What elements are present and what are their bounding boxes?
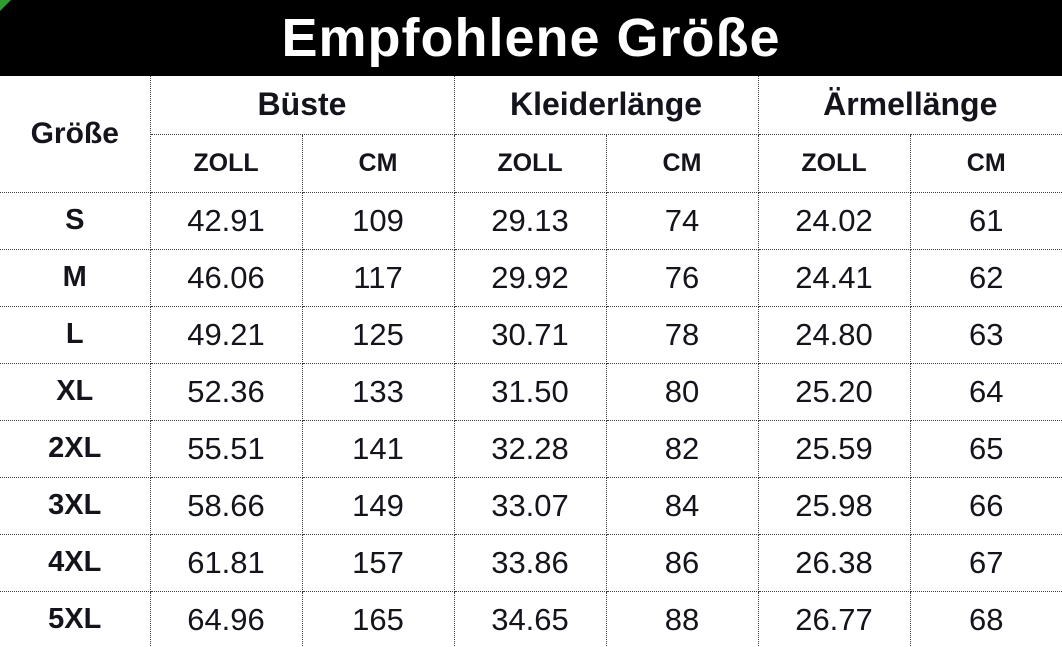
cell-value: 31.50 (453, 362, 607, 421)
cell-value: 61 (909, 191, 1062, 250)
unit-header-sleeve-inch: ZOLL (757, 133, 911, 193)
table-row: 4XL 61.81 157 33.86 86 26.38 67 (0, 533, 1062, 592)
table-row: XL 52.36 133 31.50 80 25.20 64 (0, 362, 1062, 421)
cell-value: 55.51 (149, 419, 303, 478)
cell-value: 66 (909, 476, 1062, 535)
unit-header-bust-cm: CM (301, 133, 455, 193)
cell-value: 64.96 (149, 590, 303, 647)
cell-value: 61.81 (149, 533, 303, 592)
size-label: 4XL (0, 533, 151, 592)
size-label: L (0, 305, 151, 364)
table-group-header-row: Größe Büste Kleiderlänge Ärmellänge (0, 75, 1062, 193)
unit-header-dress-inch: ZOLL (453, 133, 607, 193)
cell-value: 26.38 (757, 533, 911, 592)
table-unit-header-row: ZOLL CM ZOLL CM ZOLL CM (0, 133, 1062, 193)
cell-value: 42.91 (149, 191, 303, 250)
cell-value: 133 (301, 362, 455, 421)
cell-value: 80 (605, 362, 759, 421)
cell-value: 88 (605, 590, 759, 647)
cell-value: 68 (909, 590, 1062, 647)
cell-value: 24.41 (757, 248, 911, 307)
cell-value: 58.66 (149, 476, 303, 535)
cell-value: 82 (605, 419, 759, 478)
cell-value: 25.20 (757, 362, 911, 421)
cell-value: 46.06 (149, 248, 303, 307)
table-row: L 49.21 125 30.71 78 24.80 63 (0, 305, 1062, 364)
cell-value: 33.07 (453, 476, 607, 535)
cell-value: 62 (909, 248, 1062, 307)
page-title: Empfohlene Größe (281, 8, 781, 68)
cell-value: 157 (301, 533, 455, 592)
unit-header-bust-inch: ZOLL (149, 133, 303, 193)
size-label: M (0, 248, 151, 307)
cell-value: 63 (909, 305, 1062, 364)
cell-value: 29.13 (453, 191, 607, 250)
cell-value: 84 (605, 476, 759, 535)
size-label: 5XL (0, 590, 151, 647)
size-label: XL (0, 362, 151, 421)
size-label: S (0, 191, 151, 250)
cell-value: 24.80 (757, 305, 911, 364)
table-row: M 46.06 117 29.92 76 24.41 62 (0, 248, 1062, 307)
cell-value: 52.36 (149, 362, 303, 421)
cell-value: 33.86 (453, 533, 607, 592)
column-group-dress-length: Kleiderlänge (453, 75, 759, 135)
cell-value: 34.65 (453, 590, 607, 647)
cell-value: 29.92 (453, 248, 607, 307)
cell-value: 49.21 (149, 305, 303, 364)
cell-value: 26.77 (757, 590, 911, 647)
table-row: 2XL 55.51 141 32.28 82 25.59 65 (0, 419, 1062, 478)
column-group-bust: Büste (149, 75, 455, 135)
unit-header-dress-cm: CM (605, 133, 759, 193)
table-row: 5XL 64.96 165 34.65 88 26.77 68 (0, 590, 1062, 647)
cell-value: 74 (605, 191, 759, 250)
table-row: S 42.91 109 29.13 74 24.02 61 (0, 191, 1062, 250)
table-row: 3XL 58.66 149 33.07 84 25.98 66 (0, 476, 1062, 535)
cell-value: 30.71 (453, 305, 607, 364)
cell-value: 141 (301, 419, 455, 478)
cell-value: 32.28 (453, 419, 607, 478)
column-header-size: Größe (0, 75, 151, 193)
size-label: 2XL (0, 419, 151, 478)
cell-value: 65 (909, 419, 1062, 478)
column-group-sleeve-length: Ärmellänge (757, 75, 1062, 135)
title-bar: Empfohlene Größe (0, 0, 1062, 76)
cell-value: 149 (301, 476, 455, 535)
size-label: 3XL (0, 476, 151, 535)
cell-value: 165 (301, 590, 455, 647)
cell-value: 64 (909, 362, 1062, 421)
cell-value: 25.59 (757, 419, 911, 478)
size-table: Größe Büste Kleiderlänge Ärmellänge ZOLL… (0, 75, 1062, 647)
corner-marker-icon (0, 0, 11, 11)
cell-value: 86 (605, 533, 759, 592)
cell-value: 125 (301, 305, 455, 364)
unit-header-sleeve-cm: CM (909, 133, 1062, 193)
cell-value: 109 (301, 191, 455, 250)
cell-value: 117 (301, 248, 455, 307)
cell-value: 78 (605, 305, 759, 364)
cell-value: 76 (605, 248, 759, 307)
cell-value: 67 (909, 533, 1062, 592)
cell-value: 24.02 (757, 191, 911, 250)
cell-value: 25.98 (757, 476, 911, 535)
